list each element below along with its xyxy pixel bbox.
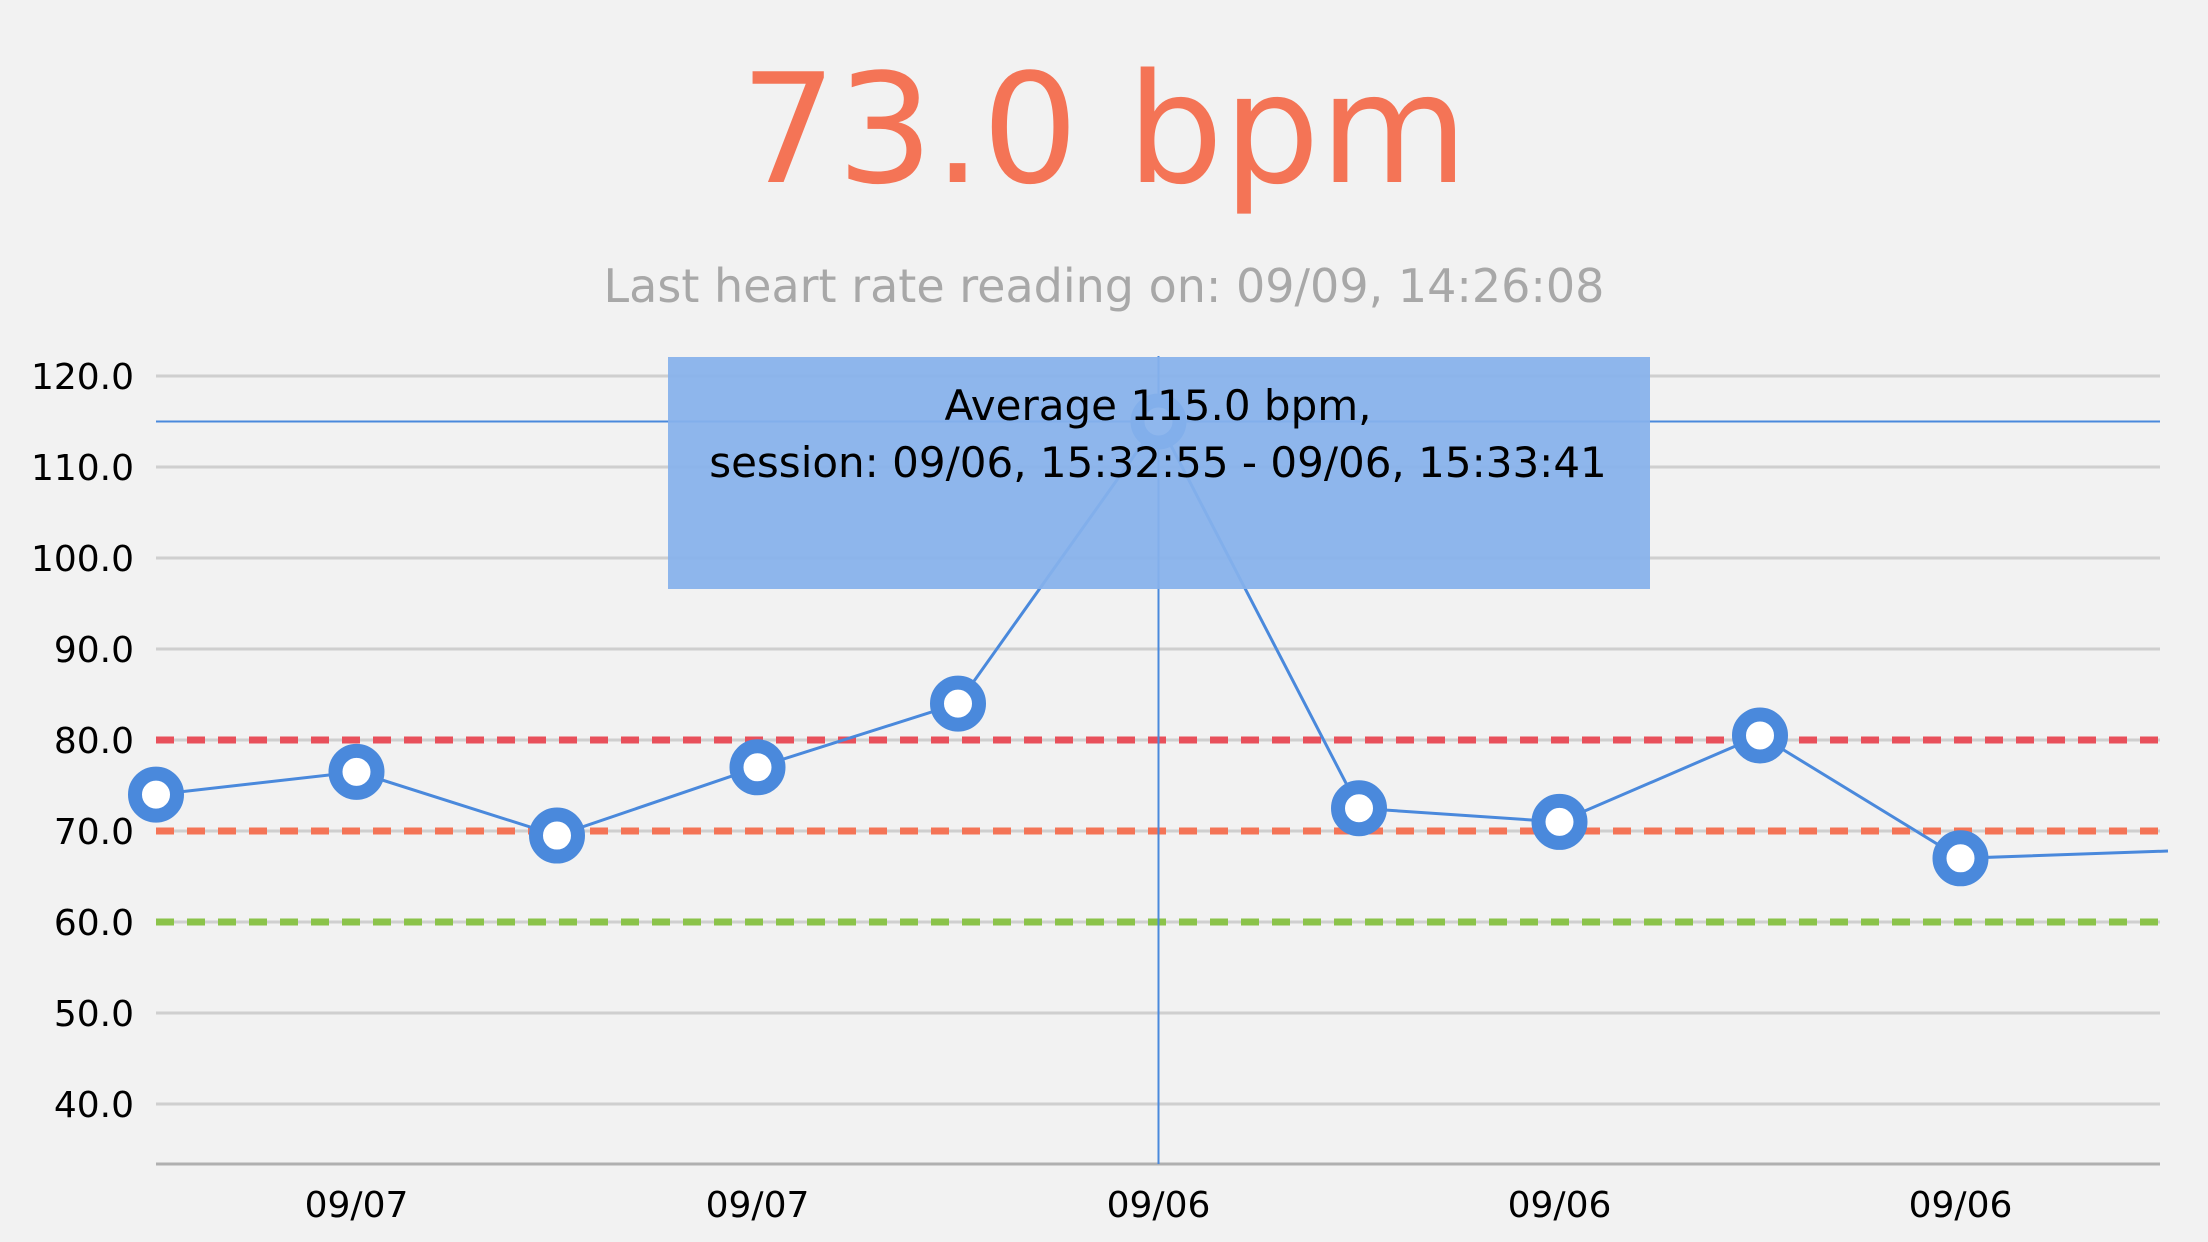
data-point[interactable]	[930, 675, 986, 732]
data-point[interactable]	[1732, 707, 1788, 764]
data-point[interactable]	[328, 743, 385, 800]
y-tick-label: 110.0	[31, 448, 134, 489]
y-tick-label: 40.0	[54, 1085, 134, 1126]
x-tick-label: 09/06	[1909, 1185, 2013, 1226]
y-tick-label: 50.0	[54, 994, 134, 1035]
current-bpm-value: 73.0 bpm	[740, 41, 1468, 218]
session-tooltip: Average 115.0 bpm, session: 09/06, 15:32…	[668, 357, 1650, 589]
x-tick-label: 09/06	[1107, 1185, 1211, 1226]
y-tick-label: 90.0	[54, 630, 134, 671]
data-point[interactable]	[729, 739, 786, 796]
tooltip-session-text: session: 09/06, 15:32:55 - 09/06, 15:33:…	[709, 438, 1607, 487]
y-tick-label: 100.0	[31, 539, 134, 580]
data-point[interactable]	[1932, 830, 1989, 887]
y-tick-label: 80.0	[54, 721, 134, 762]
y-tick-label: 60.0	[54, 903, 134, 944]
tooltip-average-text: Average 115.0 bpm,	[945, 381, 1372, 430]
x-tick-label: 09/07	[305, 1185, 409, 1226]
data-point[interactable]	[1331, 780, 1387, 837]
last-reading-timestamp: Last heart rate reading on: 09/09, 14:26…	[603, 259, 1605, 313]
data-point[interactable]	[529, 807, 585, 864]
x-axis-labels: 09/07 09/07 09/06 09/06 09/06	[305, 1185, 2013, 1226]
y-tick-label: 120.0	[31, 357, 134, 398]
tooltip-background	[668, 357, 1650, 589]
data-point[interactable]	[128, 766, 184, 823]
data-point[interactable]	[1531, 793, 1588, 850]
x-tick-label: 09/06	[1508, 1185, 1612, 1226]
y-tick-label: 70.0	[54, 812, 134, 853]
y-axis-labels: 120.0 110.0 100.0 90.0 80.0 70.0 60.0 50.0 40.0	[31, 357, 134, 1126]
x-tick-label: 09/07	[706, 1185, 810, 1226]
